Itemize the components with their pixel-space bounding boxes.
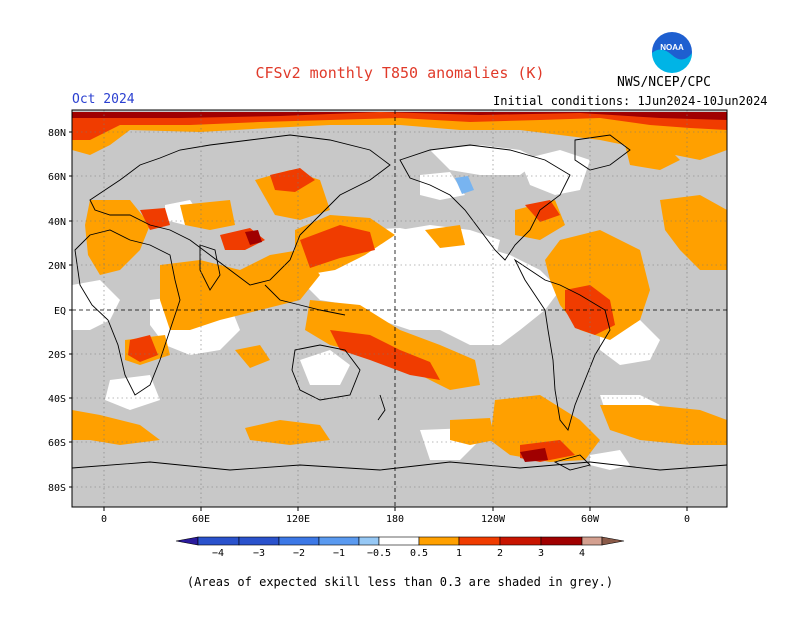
colorbar-swatch — [358, 536, 380, 546]
coastlines — [72, 134, 727, 471]
colorbar-label: −0.5 — [367, 548, 391, 559]
noaa-logo-text: NOAA — [660, 43, 684, 52]
latitude-labels: 80N 60N 40N 20N EQ 20S 40S 60S 80S — [48, 128, 66, 494]
colorbar-label: 3 — [538, 548, 544, 559]
lat-label: EQ — [54, 306, 66, 317]
lat-label: 40S — [48, 394, 66, 405]
lon-label: 0 — [101, 514, 107, 525]
lat-label: 20S — [48, 350, 66, 361]
footnote: (Areas of expected skill less than 0.3 a… — [186, 575, 614, 589]
colorbar-swatch — [540, 536, 583, 546]
noaa-logo: NOAA — [652, 32, 692, 73]
map-frame — [71, 109, 728, 508]
colorbar-label: 4 — [579, 548, 585, 559]
colorbar-swatch — [601, 536, 625, 546]
colorbar-label: −3 — [253, 548, 265, 559]
lat-label: 60N — [48, 172, 66, 183]
colorbar-swatch — [197, 536, 240, 546]
initial-conditions: Initial conditions: 1Jun2024-10Jun2024 — [493, 94, 768, 108]
lat-label: 80S — [48, 483, 66, 494]
lon-label: 120E — [286, 514, 310, 525]
colorbar-label: −4 — [212, 548, 224, 559]
lat-label: 20N — [48, 261, 66, 272]
colorbar-labels: −4 −3 −2 −1 −0.5 0.5 1 2 3 4 — [212, 548, 585, 559]
valid-month: Oct 2024 — [72, 92, 135, 107]
anomaly-2-3 — [72, 112, 727, 462]
colorbar-swatch — [175, 536, 199, 546]
colorbar — [175, 536, 625, 546]
lat-label: 80N — [48, 128, 66, 139]
colorbar-swatch — [318, 536, 360, 546]
colorbar-swatch — [581, 536, 603, 546]
colorbar-label: −1 — [333, 548, 345, 559]
colorbar-swatch — [499, 536, 542, 546]
lon-label: 120W — [481, 514, 506, 525]
anomaly-1-2 — [72, 112, 727, 462]
colorbar-swatch — [458, 536, 501, 546]
lon-label: 0 — [684, 514, 690, 525]
map-title: CFSv2 monthly T850 anomalies (K) — [255, 64, 545, 82]
colorbar-label: 0.5 — [410, 548, 428, 559]
colorbar-label: −2 — [293, 548, 305, 559]
agency-label: NWS/NCEP/CPC — [617, 75, 711, 90]
lon-label: 60E — [192, 514, 210, 525]
colorbar-label: 1 — [456, 548, 462, 559]
colorbar-label: 2 — [497, 548, 503, 559]
colorbar-swatch — [418, 536, 460, 546]
lon-label: 60W — [581, 514, 600, 525]
anomaly-neg-0.5-1 — [455, 176, 474, 194]
colorbar-swatch — [238, 536, 280, 546]
longitude-labels: 0 60E 120E 180 120W 60W 0 — [101, 514, 690, 525]
colorbar-swatch — [378, 536, 420, 546]
lon-label: 180 — [386, 514, 404, 525]
lat-label: 60S — [48, 438, 66, 449]
graticule — [72, 110, 727, 507]
colorbar-swatch — [278, 536, 320, 546]
lat-label: 40N — [48, 217, 66, 228]
